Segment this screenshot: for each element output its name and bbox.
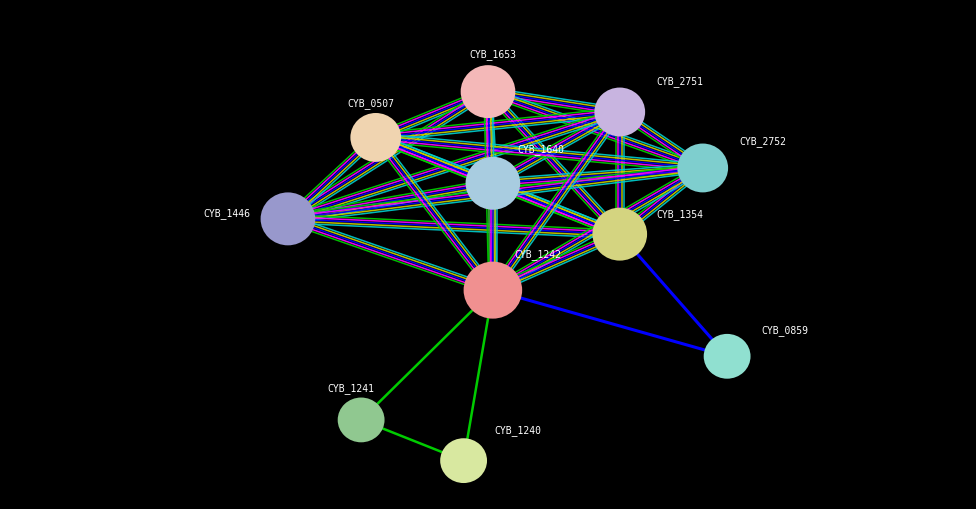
Ellipse shape — [466, 157, 520, 210]
Text: CYB_0507: CYB_0507 — [347, 99, 394, 109]
Ellipse shape — [464, 262, 522, 319]
Text: CYB_1242: CYB_1242 — [514, 249, 561, 260]
Ellipse shape — [594, 88, 645, 136]
Text: CYB_1640: CYB_1640 — [517, 144, 564, 155]
Text: CYB_0859: CYB_0859 — [761, 325, 808, 336]
Ellipse shape — [261, 192, 315, 245]
Text: CYB_1241: CYB_1241 — [328, 384, 375, 394]
Text: CYB_1653: CYB_1653 — [469, 49, 516, 60]
Ellipse shape — [440, 438, 487, 483]
Text: CYB_1240: CYB_1240 — [495, 426, 542, 436]
Text: CYB_2751: CYB_2751 — [657, 76, 704, 87]
Text: CYB_2752: CYB_2752 — [740, 136, 787, 147]
Ellipse shape — [677, 144, 728, 192]
Ellipse shape — [704, 334, 751, 379]
Text: CYB_1446: CYB_1446 — [204, 208, 251, 219]
Text: CYB_1354: CYB_1354 — [657, 209, 704, 220]
Ellipse shape — [350, 113, 401, 162]
Ellipse shape — [338, 398, 385, 442]
Ellipse shape — [461, 65, 515, 118]
Ellipse shape — [592, 208, 647, 261]
